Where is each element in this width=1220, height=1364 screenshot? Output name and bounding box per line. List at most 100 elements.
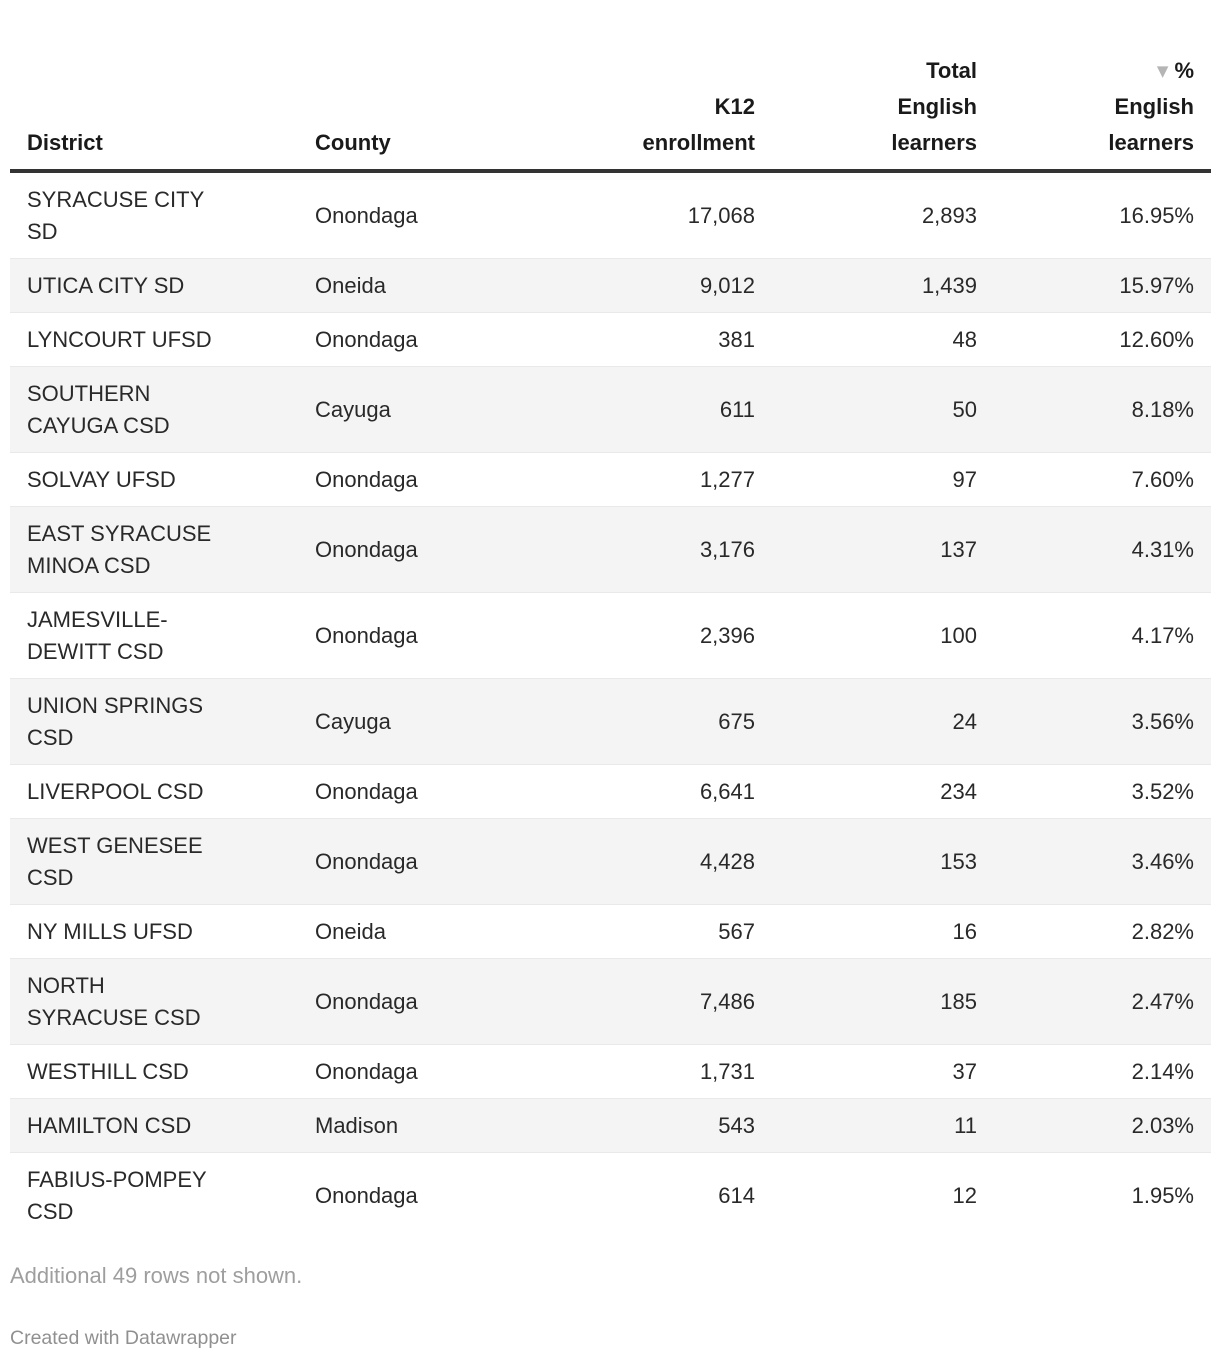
total-english-learners-cell: 100 [940, 622, 977, 648]
datawrapper-credit[interactable]: Created with Datawrapper [10, 1327, 237, 1349]
county-cell: Madison [315, 1112, 399, 1138]
table-row: JAMESVILLE- DEWITT CSD Onondaga 2,396 10… [10, 593, 1211, 679]
pct-english-learners-cell: 2.47% [1131, 988, 1194, 1014]
county-cell: Onondaga [315, 622, 418, 648]
data-table: District County K12 enrollment Total Eng… [10, 8, 1211, 1238]
total-english-learners-cell: 50 [952, 396, 977, 422]
total-english-learners-cell: 1,439 [921, 272, 977, 298]
k12-enrollment-cell: 611 [719, 396, 755, 422]
total-english-learners-cell: 24 [952, 708, 977, 734]
pct-english-learners-cell: 2.14% [1131, 1058, 1194, 1084]
pct-english-learners-cell: 8.18% [1131, 396, 1194, 422]
pct-english-learners-cell: 4.17% [1131, 622, 1194, 648]
table-row: NY MILLS UFSD Oneida 567 16 2.82% [10, 905, 1211, 959]
district-cell: WESTHILL CSD [27, 1058, 189, 1084]
table-row: UTICA CITY SD Oneida 9,012 1,439 15.97% [10, 258, 1211, 313]
total-english-learners-cell: 11 [954, 1112, 977, 1138]
district-cell: EAST SYRACUSE MINOA CSD [27, 520, 212, 578]
k12-enrollment-cell: 3,176 [699, 536, 755, 562]
table-row: HAMILTON CSD Madison 543 11 2.03% [10, 1098, 1211, 1153]
table-row: SOLVAY UFSD Onondaga 1,277 97 7.60% [10, 453, 1211, 507]
column-header-district[interactable]: District [10, 8, 305, 173]
k12-enrollment-cell: 17,068 [687, 202, 755, 228]
sort-descending-icon: ▼ [1156, 62, 1169, 80]
table-row: LYNCOURT UFSD Onondaga 381 48 12.60% [10, 313, 1211, 367]
county-cell: Oneida [315, 272, 386, 298]
district-cell: FABIUS-POMPEY CSD [27, 1166, 207, 1224]
total-english-learners-cell: 185 [940, 988, 977, 1014]
total-english-learners-cell: 153 [940, 848, 977, 874]
county-cell: Onondaga [315, 1058, 418, 1084]
district-cell: SOLVAY UFSD [27, 466, 176, 492]
total-english-learners-cell: 12 [952, 1182, 977, 1208]
county-cell: Onondaga [315, 1182, 418, 1208]
district-cell: NORTH SYRACUSE CSD [27, 972, 201, 1030]
county-cell: Onondaga [315, 778, 418, 804]
k12-enrollment-cell: 614 [718, 1182, 755, 1208]
county-cell: Oneida [315, 918, 386, 944]
district-cell: NY MILLS UFSD [27, 918, 193, 944]
total-english-learners-cell: 16 [952, 918, 977, 944]
table-row: SOUTHERN CAYUGA CSD Cayuga 611 50 8.18% [10, 366, 1211, 453]
district-cell: UNION SPRINGS CSD [27, 692, 204, 750]
k12-enrollment-cell: 543 [718, 1112, 755, 1138]
district-cell: UTICA CITY SD [27, 272, 185, 298]
pct-english-learners-cell: 16.95% [1119, 202, 1194, 228]
district-cell: LYNCOURT UFSD [27, 326, 212, 352]
column-header-label: District [27, 130, 103, 155]
column-header-pct-english-learners[interactable]: ▼% English learners [977, 8, 1211, 173]
column-header-total-english-learners[interactable]: Total English learners [755, 8, 977, 173]
table-row: NORTH SYRACUSE CSD Onondaga 7,486 185 2.… [10, 958, 1211, 1045]
total-english-learners-cell: 37 [952, 1058, 977, 1084]
pct-english-learners-cell: 1.95% [1131, 1182, 1194, 1208]
pct-english-learners-cell: 2.82% [1131, 918, 1194, 944]
total-english-learners-cell: 2,893 [921, 202, 977, 228]
district-cell: WEST GENESEE CSD [27, 832, 203, 890]
k12-enrollment-cell: 7,486 [699, 988, 755, 1014]
district-cell: SYRACUSE CITY SD [27, 186, 205, 244]
table-row: WEST GENESEE CSD Onondaga 4,428 153 3.46… [10, 818, 1211, 905]
rows-not-shown-note: Additional 49 rows not shown. [10, 1263, 303, 1288]
table-row: LIVERPOOL CSD Onondaga 6,641 234 3.52% [10, 765, 1211, 819]
pct-english-learners-cell: 7.60% [1131, 466, 1194, 492]
k12-enrollment-cell: 567 [718, 918, 755, 944]
pct-english-learners-cell: 3.56% [1131, 708, 1194, 734]
column-header-label: County [315, 130, 391, 155]
table-row: WESTHILL CSD Onondaga 1,731 37 2.14% [10, 1045, 1211, 1099]
county-cell: Onondaga [315, 536, 418, 562]
column-header-label: K12 enrollment [642, 94, 755, 155]
column-header-label: % English learners [1108, 58, 1194, 155]
table-row: FABIUS-POMPEY CSD Onondaga 614 12 1.95% [10, 1153, 1211, 1239]
total-english-learners-cell: 234 [940, 778, 977, 804]
header-row: District County K12 enrollment Total Eng… [10, 8, 1211, 173]
pct-english-learners-cell: 12.60% [1119, 326, 1194, 352]
total-english-learners-cell: 48 [952, 326, 977, 352]
pct-english-learners-cell: 2.03% [1131, 1112, 1194, 1138]
pct-english-learners-cell: 15.97% [1119, 272, 1194, 298]
k12-enrollment-cell: 2,396 [699, 622, 755, 648]
total-english-learners-cell: 137 [940, 536, 977, 562]
county-cell: Cayuga [315, 708, 391, 734]
k12-enrollment-cell: 4,428 [699, 848, 755, 874]
table-header: District County K12 enrollment Total Eng… [10, 8, 1211, 173]
k12-enrollment-cell: 381 [718, 326, 755, 352]
column-header-county[interactable]: County [305, 8, 520, 173]
district-cell: HAMILTON CSD [27, 1112, 192, 1138]
k12-enrollment-cell: 675 [718, 708, 755, 734]
k12-enrollment-cell: 6,641 [699, 778, 755, 804]
k12-enrollment-cell: 9,012 [699, 272, 755, 298]
table-row: SYRACUSE CITY SD Onondaga 17,068 2,893 1… [10, 171, 1211, 259]
county-cell: Onondaga [315, 466, 418, 492]
pct-english-learners-cell: 3.52% [1131, 778, 1194, 804]
pct-english-learners-cell: 4.31% [1131, 536, 1194, 562]
pct-english-learners-cell: 3.46% [1131, 848, 1194, 874]
county-cell: Onondaga [315, 202, 418, 228]
table-row: UNION SPRINGS CSD Cayuga 675 24 3.56% [10, 678, 1211, 765]
district-cell: LIVERPOOL CSD [27, 778, 204, 804]
county-cell: Onondaga [315, 988, 418, 1014]
column-header-k12-enrollment[interactable]: K12 enrollment [520, 8, 755, 173]
district-cell: JAMESVILLE- DEWITT CSD [27, 606, 168, 664]
k12-enrollment-cell: 1,277 [699, 466, 755, 492]
county-cell: Cayuga [315, 396, 391, 422]
